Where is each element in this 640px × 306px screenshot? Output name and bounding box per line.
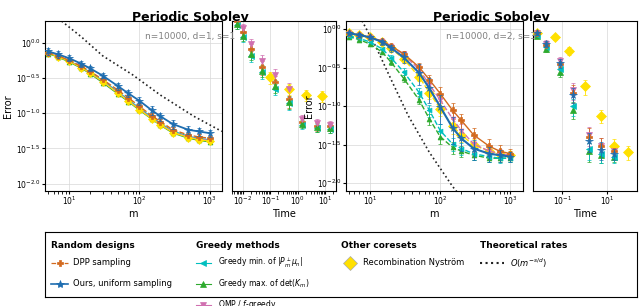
X-axis label: m: m — [129, 209, 138, 219]
Text: $O(m^{-s/d})$: $O(m^{-s/d})$ — [509, 256, 547, 270]
Text: OMP / $f$-greedy: OMP / $f$-greedy — [218, 298, 276, 306]
Text: Theoretical rates: Theoretical rates — [480, 241, 567, 251]
X-axis label: Time: Time — [573, 209, 596, 219]
Text: Greedy min. of $|P_m^{\perp}\mu_n|$: Greedy min. of $|P_m^{\perp}\mu_n|$ — [218, 256, 303, 270]
Text: Random designs: Random designs — [51, 241, 134, 251]
Text: Periodic Sobolev: Periodic Sobolev — [433, 11, 550, 24]
Y-axis label: Error: Error — [3, 94, 13, 118]
Text: Ours, uniform sampling: Ours, uniform sampling — [73, 279, 172, 288]
Y-axis label: Error: Error — [304, 94, 314, 118]
X-axis label: Time: Time — [272, 209, 296, 219]
Text: Other coresets: Other coresets — [341, 241, 417, 251]
Text: n=10000, d=2, s=3: n=10000, d=2, s=3 — [446, 32, 536, 41]
X-axis label: m: m — [429, 209, 439, 219]
Text: Recombination Nyström: Recombination Nyström — [364, 259, 465, 267]
Text: n=10000, d=1, s=1: n=10000, d=1, s=1 — [145, 32, 236, 41]
Text: Greedy max. of $\det(K_m)$: Greedy max. of $\det(K_m)$ — [218, 277, 310, 290]
Text: Greedy methods: Greedy methods — [196, 241, 280, 251]
Text: Periodic Sobolev: Periodic Sobolev — [132, 11, 249, 24]
Text: DPP sampling: DPP sampling — [73, 259, 131, 267]
